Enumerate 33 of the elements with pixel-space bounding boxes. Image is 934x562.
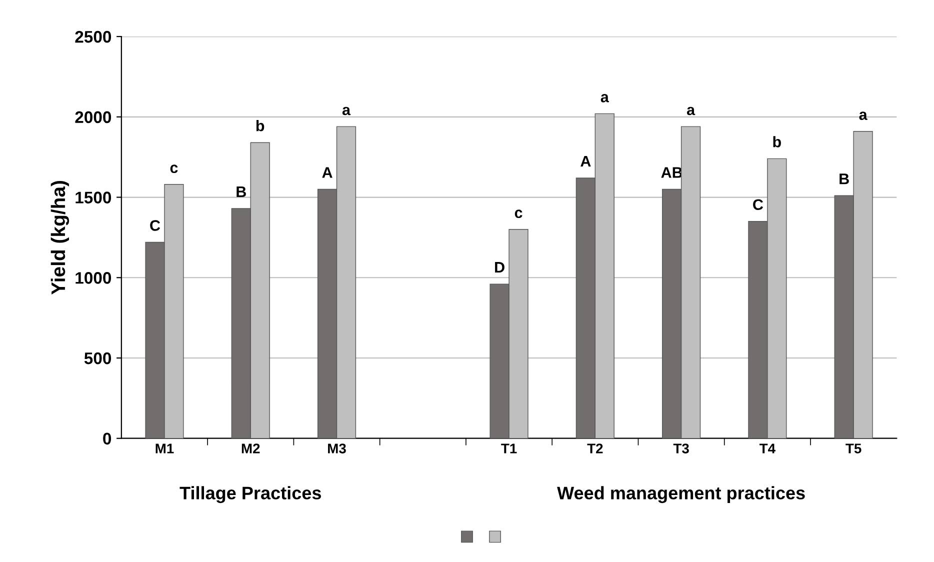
- data-label: a: [600, 94, 609, 102]
- x-tick-label: T5: [846, 444, 862, 454]
- data-label: b: [256, 120, 264, 132]
- data-label: a: [859, 112, 868, 120]
- y-axis-title: Yield (kg/ha): [50, 180, 70, 295]
- data-label: B: [236, 186, 246, 198]
- x-tick-label: T1: [501, 444, 517, 454]
- x-tick-label: T3: [673, 444, 689, 454]
- x-tick-label: M2: [242, 444, 260, 454]
- data-label: b: [773, 136, 781, 148]
- x-tick-label: T2: [587, 444, 603, 454]
- data-label: D: [495, 262, 504, 273]
- x-tick-label: M3: [328, 444, 346, 454]
- data-label: c: [170, 164, 178, 174]
- data-label: B: [840, 174, 849, 184]
- y-tick-label: 0: [103, 432, 112, 445]
- y-tick-label: 1500: [76, 192, 112, 204]
- data-label: A: [580, 156, 591, 166]
- data-label: C: [150, 220, 160, 231]
- x-tick-label: M1: [156, 444, 174, 454]
- text: Weed management practices: [557, 486, 805, 504]
- y-tick-label: 2500: [75, 30, 112, 43]
- y-tick-label: 500: [84, 352, 112, 364]
- data-label: C: [753, 199, 764, 210]
- data-label: A: [322, 167, 332, 178]
- text: Tillage Practices: [180, 486, 321, 504]
- data-label: AB: [661, 167, 682, 178]
- x-tick-label: T4: [759, 444, 776, 454]
- data-label: a: [686, 106, 696, 116]
- data-label: c: [514, 210, 522, 218]
- y-tick-label: 2000: [75, 111, 112, 124]
- data-label: a: [342, 106, 351, 116]
- y-tick-label: 1000: [76, 272, 112, 284]
